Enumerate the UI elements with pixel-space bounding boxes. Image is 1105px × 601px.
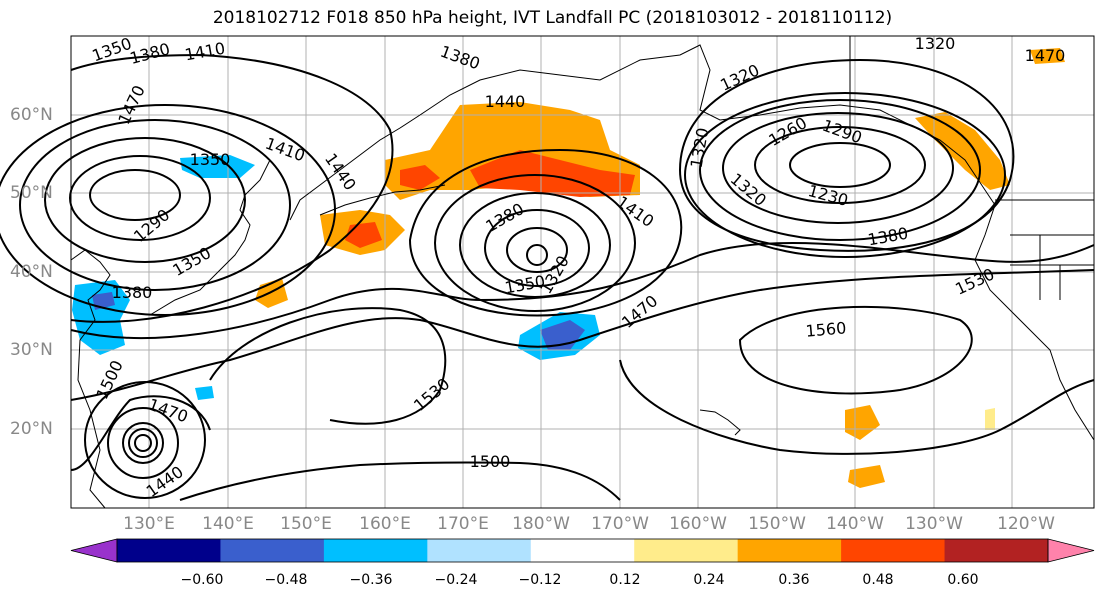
colorbar-tick-label: 0.36 (778, 572, 810, 588)
colorbar-tick-label: 0.60 (947, 572, 979, 588)
colorbar-frame (116, 538, 1049, 563)
colorbar-tick-label: −0.60 (180, 572, 224, 588)
contour-label: 1500 (470, 452, 511, 471)
ivt-positive-core (470, 150, 635, 197)
contour-line (69, 155, 211, 241)
ivt-negative-region (195, 386, 214, 400)
contour-line (526, 244, 548, 266)
lat-label-60n: 60°N (10, 105, 53, 125)
colorbar-tick-label: −0.48 (264, 572, 308, 588)
contour-line (0, 104, 336, 316)
contour-line (738, 305, 973, 395)
colorbar (70, 538, 1095, 563)
contour-line (754, 126, 926, 204)
north-america-west-coast (974, 204, 1095, 441)
contour-line (619, 359, 1095, 455)
lon-label: 180°W (512, 514, 570, 534)
colorbar-segment (220, 539, 325, 562)
ivt-shading (72, 48, 1065, 488)
colorbar-segment (117, 539, 221, 562)
contour-line (70, 269, 1095, 401)
contour-line (134, 434, 152, 452)
colorbar-extend-high (1047, 538, 1095, 563)
contour-line (789, 142, 891, 188)
contour-line (122, 422, 164, 464)
lat-label-30n: 30°N (10, 340, 53, 360)
contour-label: 1440 (485, 92, 526, 111)
contour-line (70, 241, 1095, 340)
lon-label: 150°W (748, 514, 806, 534)
contour-label: 1560 (805, 318, 847, 340)
ivt-positive-region (985, 408, 995, 430)
ivt-positive-region (915, 112, 1010, 190)
contour-line (209, 307, 447, 425)
lat-label-50n: 50°N (10, 183, 53, 203)
height-contours (0, 53, 1095, 501)
lon-label: 160°W (669, 514, 727, 534)
contour-line (722, 112, 954, 224)
contour-line (89, 169, 181, 221)
lat-label-40n: 40°N (10, 262, 53, 282)
colorbar-tick-label: 0.24 (693, 572, 725, 588)
contour-line (484, 209, 590, 287)
contour-line (128, 428, 158, 458)
ivt-positive-region (848, 465, 885, 488)
lon-label: 140°E (202, 514, 254, 534)
lon-label: 170°E (437, 514, 489, 534)
colorbar-segment (841, 539, 946, 562)
contour-label: 1350 (190, 150, 231, 169)
contour-line (44, 137, 246, 263)
lon-label: 160°E (359, 514, 411, 534)
contour-line (84, 381, 206, 499)
colorbar-segment (634, 539, 739, 562)
ivt-positive-region (255, 278, 288, 308)
kamchatka-coastline (289, 114, 421, 221)
lon-label: 120°W (997, 514, 1055, 534)
contour-label: 1470 (1025, 46, 1066, 65)
colorbar-extend-low (70, 538, 118, 563)
colorbar-segment (427, 539, 532, 562)
contour-line (408, 148, 683, 317)
map-frame (70, 35, 1095, 509)
hawaii-islands (699, 409, 741, 436)
colorbar-segment (737, 539, 842, 562)
colorbar-segment (323, 539, 428, 562)
contour-line (19, 119, 291, 291)
map-title: 2018102712 F018 850 hPa height, IVT Land… (212, 8, 893, 28)
contour-line (179, 461, 621, 501)
state-border (1010, 234, 1094, 300)
lat-label-20n: 20°N (10, 419, 53, 439)
contour-label: 1380 (112, 283, 153, 302)
asia-coastline (70, 249, 111, 509)
contour-line (70, 53, 394, 323)
colorbar-segment (530, 539, 635, 562)
contour-line (107, 407, 179, 479)
japan-coastline (149, 159, 271, 316)
colorbar-segment (944, 539, 1049, 562)
aleutian-chain (319, 184, 446, 216)
lon-label: 130°E (123, 514, 175, 534)
contour-line (684, 92, 1006, 258)
contour-line (699, 99, 981, 241)
colorbar-tick-label: −0.12 (518, 572, 562, 588)
contour-line (434, 174, 636, 312)
ivt-positive-core (400, 165, 440, 190)
colorbar-tick-label: 0.48 (862, 572, 894, 588)
contour-line (506, 227, 568, 273)
ivt-negative-region (180, 155, 255, 178)
ivt-positive-region (1030, 48, 1065, 64)
graticule (71, 36, 1094, 508)
colorbar-tick-label: −0.36 (349, 572, 393, 588)
ivt-positive-region (845, 405, 880, 440)
lon-label: 170°W (591, 514, 649, 534)
contour-label: 1320 (915, 34, 956, 53)
lon-label: 130°W (905, 514, 963, 534)
lon-label: 140°W (826, 514, 884, 534)
colorbar-tick-label: 0.12 (609, 572, 641, 588)
lon-label: 150°E (280, 514, 332, 534)
colorbar-tick-label: −0.24 (434, 572, 478, 588)
